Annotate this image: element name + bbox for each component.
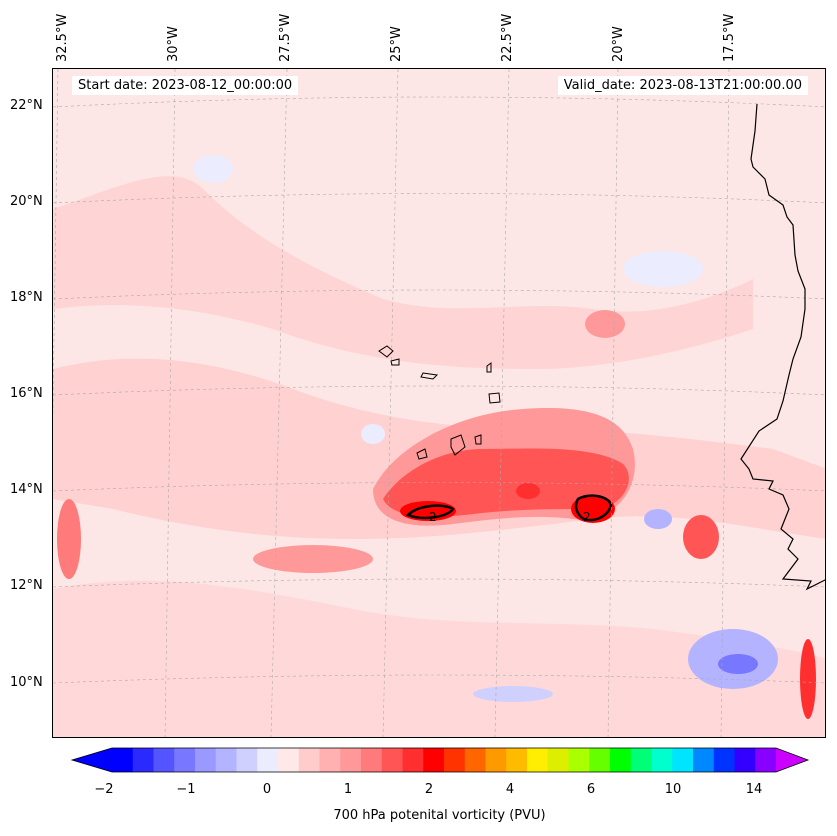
lon-label: 17.5°W bbox=[722, 13, 737, 62]
colorbar-tick: −2 bbox=[94, 782, 114, 797]
colorbar-swatch bbox=[693, 748, 715, 772]
colorbar-swatch bbox=[132, 748, 154, 772]
lon-label: 27.5°W bbox=[278, 13, 293, 62]
colorbar-swatch bbox=[423, 748, 445, 772]
cape-verde-islands bbox=[378, 345, 501, 460]
colorbar-swatch bbox=[174, 748, 196, 772]
colorbar-swatch bbox=[112, 748, 134, 772]
pv-core-mid bbox=[516, 483, 540, 499]
colorbar-swatch bbox=[568, 748, 590, 772]
colorbar-swatch bbox=[278, 748, 300, 772]
colorbar-tick: 6 bbox=[586, 782, 596, 797]
pv-maximum-west bbox=[57, 499, 81, 579]
colorbar-tick: 2 bbox=[424, 782, 434, 797]
pv-maximum-northeast bbox=[585, 310, 625, 338]
colorbar-swatch bbox=[755, 748, 777, 772]
colorbar-swatch bbox=[589, 748, 611, 772]
colorbar-swatch bbox=[630, 748, 652, 772]
colorbar-swatch bbox=[153, 748, 175, 772]
colorbar-swatch bbox=[485, 748, 507, 772]
lat-label: 20°N bbox=[10, 194, 43, 209]
pv-negative-southeast-core bbox=[718, 654, 758, 674]
lat-label: 22°N bbox=[10, 98, 43, 113]
lon-label: 25°W bbox=[389, 26, 404, 62]
colorbar-swatch bbox=[340, 748, 362, 772]
lon-label: 30°W bbox=[166, 26, 181, 62]
colorbar-tick: 1 bbox=[343, 782, 353, 797]
colorbar-tick: 4 bbox=[505, 782, 515, 797]
pv-negative-midleft bbox=[361, 424, 385, 444]
colorbar-swatch bbox=[547, 748, 569, 772]
pv-negative-south bbox=[473, 686, 553, 702]
pv-negative-north bbox=[193, 155, 233, 183]
colorbar-swatch bbox=[713, 748, 735, 772]
colorbar-swatch bbox=[195, 748, 217, 772]
graticule bbox=[53, 69, 825, 737]
lat-label: 12°N bbox=[10, 578, 43, 593]
lon-label: 22.5°W bbox=[500, 13, 515, 62]
lon-label: 32.5°W bbox=[55, 13, 70, 62]
lat-label: 14°N bbox=[10, 482, 43, 497]
start-date-label: Start date: 2023-08-12_00:00:00 bbox=[72, 76, 299, 95]
colorbar-swatch bbox=[257, 748, 279, 772]
lat-label: 16°N bbox=[10, 386, 43, 401]
pv-swath-northwest bbox=[53, 176, 753, 369]
pv-negative-northeast bbox=[623, 251, 703, 287]
pv-field-map: 2 2 bbox=[53, 69, 825, 737]
colorbar-tick: 14 bbox=[745, 782, 763, 797]
pv-maximum-coast bbox=[800, 639, 816, 719]
contour-2pvu-right bbox=[574, 494, 613, 522]
colorbar-swatch bbox=[672, 748, 694, 772]
lon-label: 20°W bbox=[611, 26, 626, 62]
colorbar-swatch bbox=[610, 748, 632, 772]
colorbar-swatch bbox=[361, 748, 383, 772]
colorbar-tick: −1 bbox=[176, 782, 196, 797]
pv-band-inner bbox=[383, 448, 629, 517]
colorbar-swatch bbox=[319, 748, 341, 772]
colorbar-swatch bbox=[734, 748, 756, 772]
colorbar-swatch bbox=[444, 748, 466, 772]
colorbar-swatch bbox=[215, 748, 237, 772]
pv-maximum-east bbox=[683, 515, 719, 559]
contour-label-right: 2 bbox=[583, 510, 591, 524]
colorbar-swatch bbox=[402, 748, 424, 772]
map-panel: 2 2 bbox=[52, 68, 826, 738]
pv-swath-south bbox=[53, 580, 825, 737]
colorbar bbox=[70, 747, 810, 773]
contour-2pvu-left bbox=[405, 504, 455, 520]
colorbar-swatch bbox=[236, 748, 258, 772]
valid-date-label: Valid_date: 2023-08-13T21:00:00.00 bbox=[557, 76, 808, 95]
colorbar-swatch bbox=[298, 748, 320, 772]
pv-negative-east bbox=[644, 509, 672, 529]
colorbar-swatch bbox=[527, 748, 549, 772]
african-coastline bbox=[740, 103, 825, 591]
colorbar-swatch bbox=[506, 748, 528, 772]
colorbar-swatch bbox=[651, 748, 673, 772]
pv-maximum-mid bbox=[253, 545, 373, 573]
colorbar-tick: 10 bbox=[664, 782, 682, 797]
colorbar-extend-high bbox=[776, 748, 808, 772]
colorbar-outline bbox=[70, 747, 810, 773]
colorbar-swatch bbox=[381, 748, 403, 772]
colorbar-extend-low bbox=[72, 748, 112, 772]
colorbar-tick: 0 bbox=[262, 782, 272, 797]
colorbar-swatch bbox=[464, 748, 486, 772]
colorbar-label: 700 hPa potenital vorticity (PVU) bbox=[333, 808, 546, 823]
contour-label-left: 2 bbox=[429, 510, 437, 524]
lat-label: 10°N bbox=[10, 675, 43, 690]
lat-label: 18°N bbox=[10, 290, 43, 305]
